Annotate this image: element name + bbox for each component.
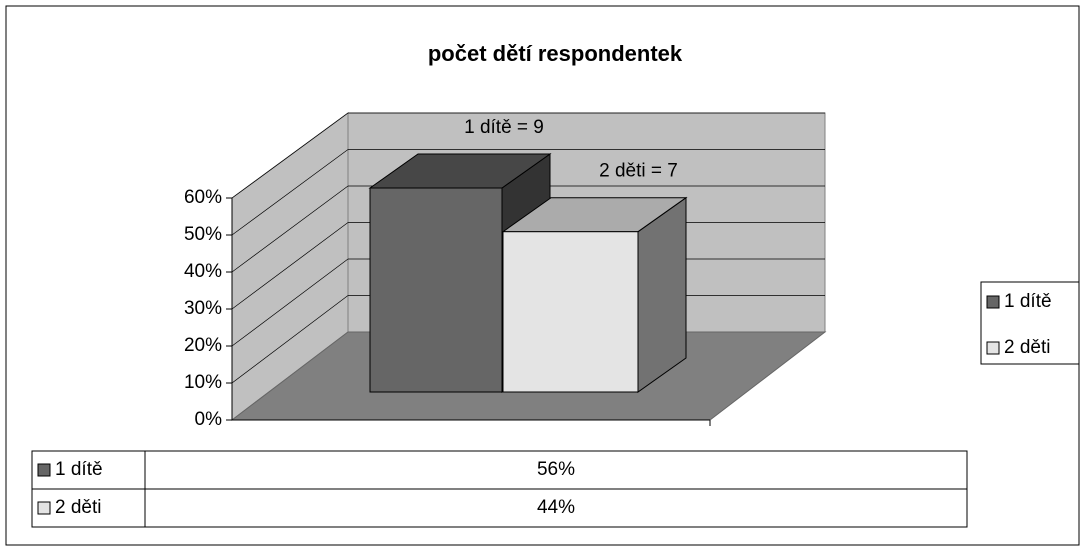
y-tick-label: 0%	[195, 409, 223, 430]
table-value: 44%	[537, 497, 575, 518]
grid-line	[231, 295, 349, 384]
grid-line	[231, 185, 349, 273]
legend-label: 2 děti	[1004, 337, 1050, 358]
bar	[369, 187, 503, 393]
chart-title: počet dětí respondentek	[428, 41, 683, 66]
grid-line	[231, 222, 349, 310]
legend-swatch	[986, 295, 1000, 309]
y-tick-label: 30%	[184, 298, 222, 319]
grid-line	[231, 112, 349, 199]
data-label: 2 děti = 7	[599, 161, 678, 182]
y-tick-label: 10%	[184, 372, 222, 393]
y-tick-label: 50%	[184, 224, 222, 245]
y-tick-label: 60%	[184, 187, 222, 208]
grid-line	[231, 149, 349, 236]
legend-swatch	[986, 341, 1000, 355]
bar	[502, 231, 639, 393]
y-tick-label: 40%	[184, 261, 222, 282]
table-row-label: 1 dítě	[55, 459, 103, 480]
grid-line	[231, 258, 349, 347]
table-swatch	[37, 463, 51, 477]
table-row-label: 2 děti	[55, 497, 101, 518]
table-swatch	[37, 501, 51, 515]
legend-label: 1 dítě	[1004, 291, 1052, 312]
data-label: 1 dítě = 9	[464, 117, 544, 138]
y-tick-label: 20%	[184, 335, 222, 356]
table-value: 56%	[537, 459, 575, 480]
